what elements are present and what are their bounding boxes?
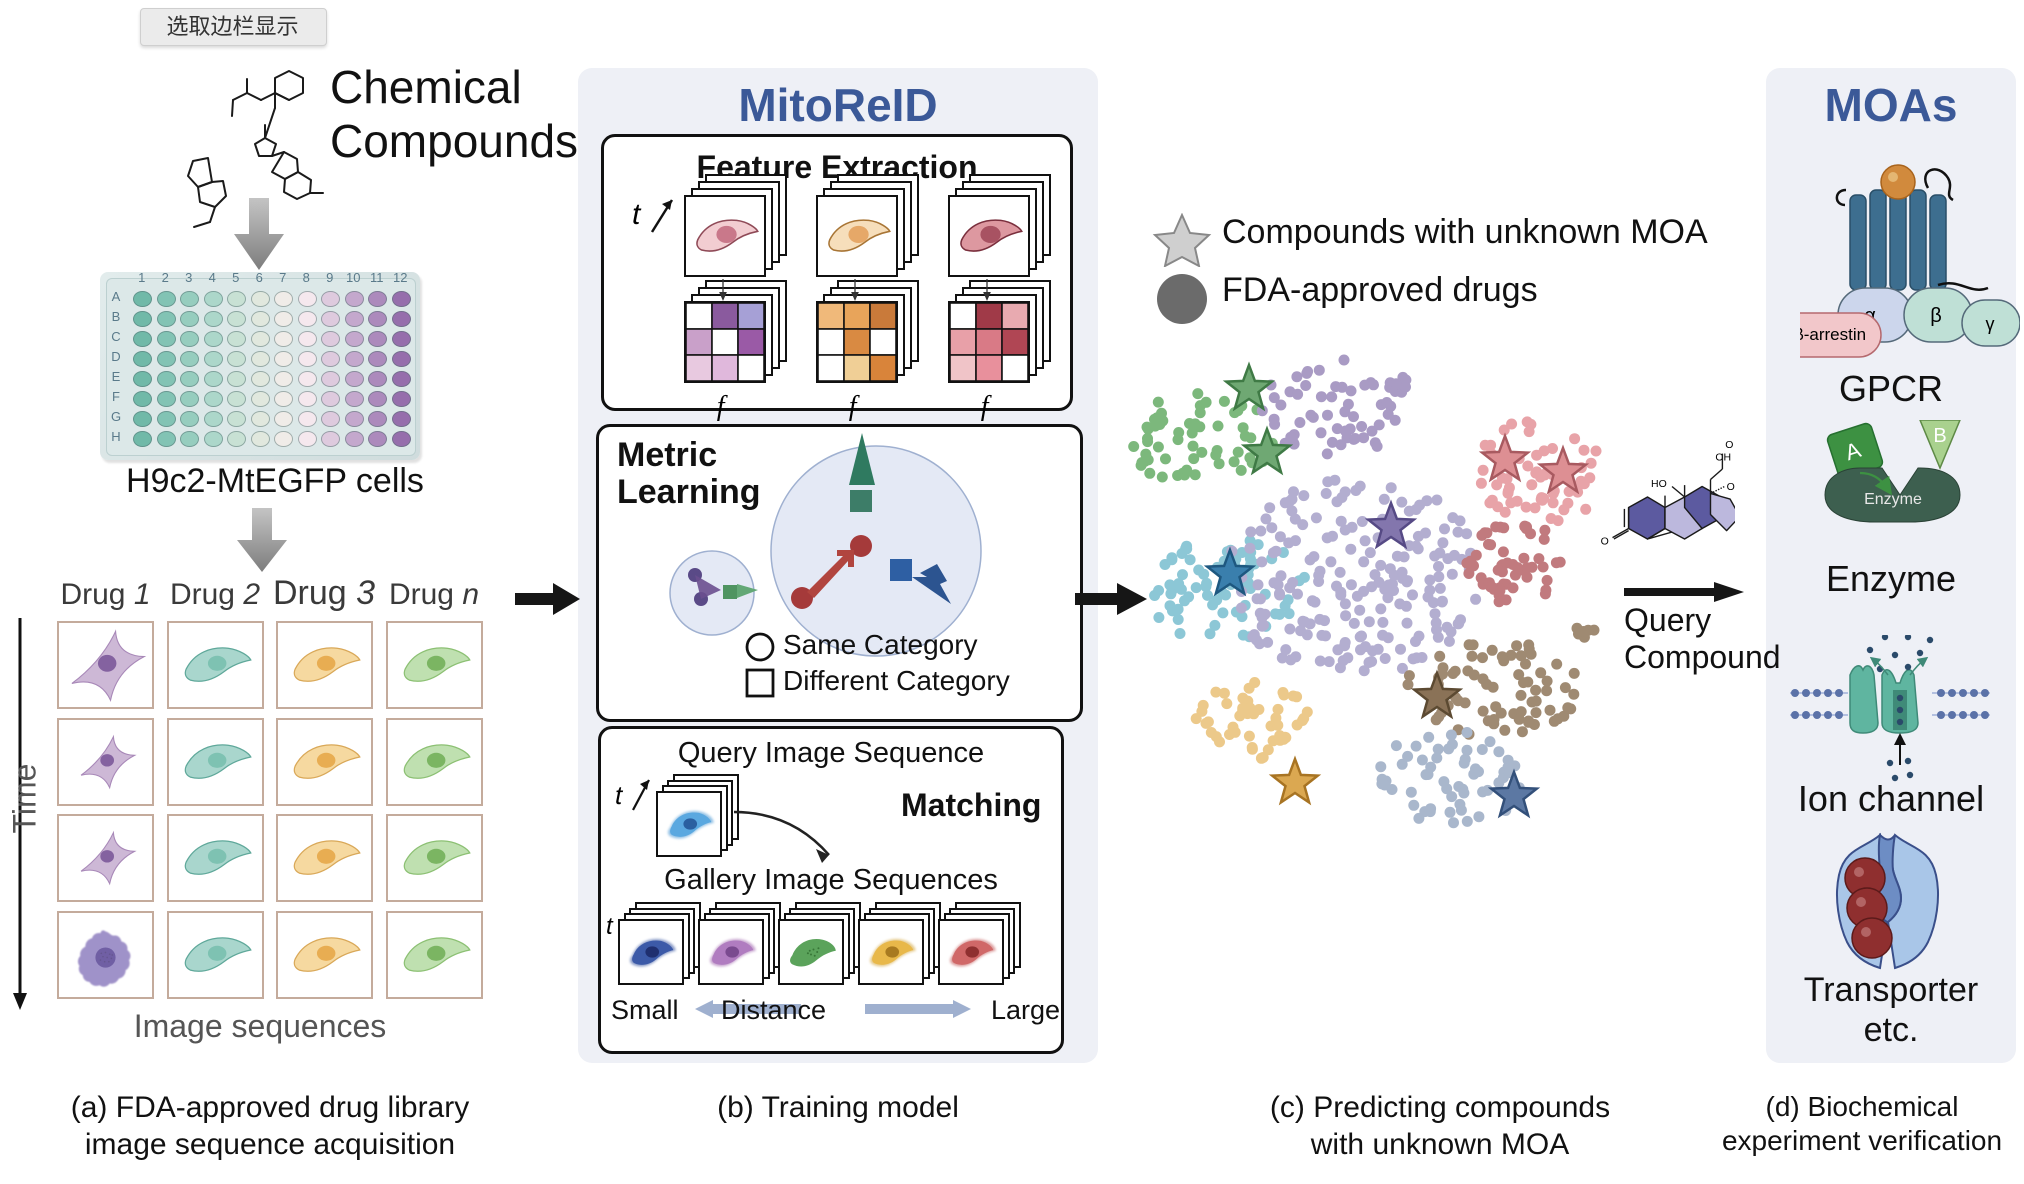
svg-text:γ: γ <box>1986 314 1995 334</box>
svg-text:t: t <box>606 913 614 940</box>
svg-text:OH: OH <box>1727 481 1735 493</box>
svg-text:B: B <box>1933 425 1946 447</box>
svg-text:β-arrestin: β-arrestin <box>1800 325 1866 344</box>
svg-text:β: β <box>1930 305 1942 327</box>
svg-text:O: O <box>1601 536 1609 548</box>
svg-text:HO: HO <box>1651 478 1667 490</box>
svg-text:t: t <box>615 780 624 810</box>
svg-text:OH: OH <box>1715 452 1731 464</box>
svg-text:Enzyme: Enzyme <box>1864 491 1922 508</box>
svg-text:O: O <box>1725 439 1733 451</box>
